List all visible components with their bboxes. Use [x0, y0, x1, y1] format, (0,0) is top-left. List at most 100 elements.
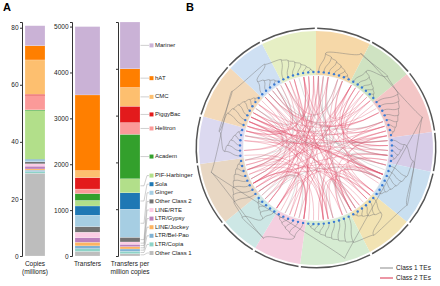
- tree-branch: [402, 177, 407, 182]
- bar-segment: [120, 249, 140, 251]
- tick-label: 0: [65, 253, 69, 260]
- tree-branch: [390, 166, 407, 177]
- tree-branch: [233, 109, 245, 120]
- transfer-chord: [335, 81, 383, 129]
- clade-bracket: [262, 28, 315, 42]
- leaf-node: [365, 90, 367, 92]
- leaf-node: [387, 170, 389, 172]
- tree-branch: [366, 70, 387, 77]
- tick-mark: [20, 85, 22, 86]
- tree-branch: [242, 216, 263, 220]
- leaf-node: [389, 129, 391, 131]
- tree-branch: [370, 202, 375, 215]
- tree-branch: [406, 161, 414, 205]
- tree-branch: [334, 66, 341, 74]
- legend-swatch: [150, 76, 154, 80]
- tree-branch: [224, 151, 240, 156]
- leaf-node: [241, 129, 243, 131]
- bars: [120, 22, 140, 256]
- bar-segment: [75, 171, 100, 178]
- tree-branch: [325, 223, 329, 236]
- bar-segment: [75, 249, 100, 252]
- leaf-node: [386, 119, 388, 121]
- leaf-node: [261, 201, 263, 203]
- bar-segment: [75, 242, 100, 246]
- tree-branch: [294, 223, 303, 237]
- transfer-chord: [256, 85, 351, 187]
- leaf-node: [265, 90, 267, 92]
- legend-leader: [141, 227, 150, 248]
- leaf-node: [369, 93, 371, 95]
- leaf-node: [240, 160, 242, 162]
- tree-branch: [233, 185, 250, 187]
- tree-branch: [235, 169, 237, 175]
- legend-label: Mariner: [155, 42, 175, 48]
- tree-branch: [366, 71, 369, 77]
- tick-label: 4000: [54, 69, 69, 76]
- tick: [116, 22, 118, 23]
- tree-branch: [380, 101, 399, 106]
- tree-branch: [257, 81, 262, 94]
- leaf-node: [390, 160, 392, 162]
- tree-branch: [397, 115, 398, 121]
- leaf-node: [292, 74, 294, 76]
- bar-segment: [25, 162, 45, 164]
- clade-bracket: [372, 224, 409, 254]
- leaf-node: [389, 165, 391, 167]
- leaf-node: [317, 223, 319, 225]
- bar-segment: [75, 232, 100, 238]
- bar-segment: [120, 209, 140, 237]
- clade-bracket: [197, 165, 223, 223]
- tree-branch: [381, 192, 386, 194]
- tree-branch: [387, 120, 398, 122]
- leaf-node: [312, 71, 314, 73]
- bar-segment: [25, 172, 45, 174]
- tree-branch: [219, 131, 224, 151]
- transfer-chord: [245, 136, 388, 144]
- tree-branch: [234, 180, 248, 181]
- leaf-node: [269, 86, 271, 88]
- transfer-chord: [246, 77, 306, 134]
- leaf-node: [278, 213, 280, 215]
- tree-branch: [373, 89, 374, 94]
- axis-line: [70, 23, 73, 257]
- tree-branch: [315, 230, 320, 233]
- bar-segment: [25, 94, 45, 95]
- transfer-chord: [347, 101, 388, 156]
- transfer-chord: [318, 76, 381, 179]
- leaf-node: [239, 139, 241, 141]
- leaf-node: [383, 179, 385, 181]
- tree-branch: [373, 198, 381, 213]
- tree-branch: [236, 164, 238, 169]
- tree-branch: [326, 53, 332, 57]
- tree-branch: [264, 80, 266, 90]
- axis-title: Transfers: [74, 260, 102, 267]
- tick: 20: [11, 196, 22, 203]
- axis-title: Copies(millions): [22, 260, 48, 276]
- leaf-node: [390, 139, 392, 141]
- leaf-node: [365, 204, 367, 206]
- tree-branch: [332, 238, 339, 240]
- tree-branch: [260, 209, 270, 213]
- bar-segment: [120, 134, 140, 178]
- leaf-node: [383, 114, 385, 116]
- transfer-chord: [262, 76, 324, 195]
- tree-branch: [339, 240, 346, 241]
- tree-branch: [349, 217, 354, 243]
- clade-bracket: [229, 42, 260, 66]
- leaf-node: [347, 78, 349, 80]
- legend-label: LTR/Copia: [155, 241, 184, 247]
- transfer-chord: [249, 167, 306, 219]
- legend-swatch: [150, 234, 154, 238]
- tick-label: 80: [11, 24, 19, 31]
- bar-segment: [120, 22, 140, 69]
- transfer-chord: [259, 104, 381, 178]
- legend-leader: [141, 128, 150, 129]
- bar-segment: [75, 227, 100, 233]
- tree-branch: [233, 190, 252, 195]
- panel-a-chart: 010002000300040005000Transfers: [54, 23, 102, 268]
- transfer-chord: [265, 97, 299, 215]
- bar-segment: [120, 244, 140, 246]
- tree-branch: [387, 176, 397, 186]
- transfer-chord: [329, 176, 370, 218]
